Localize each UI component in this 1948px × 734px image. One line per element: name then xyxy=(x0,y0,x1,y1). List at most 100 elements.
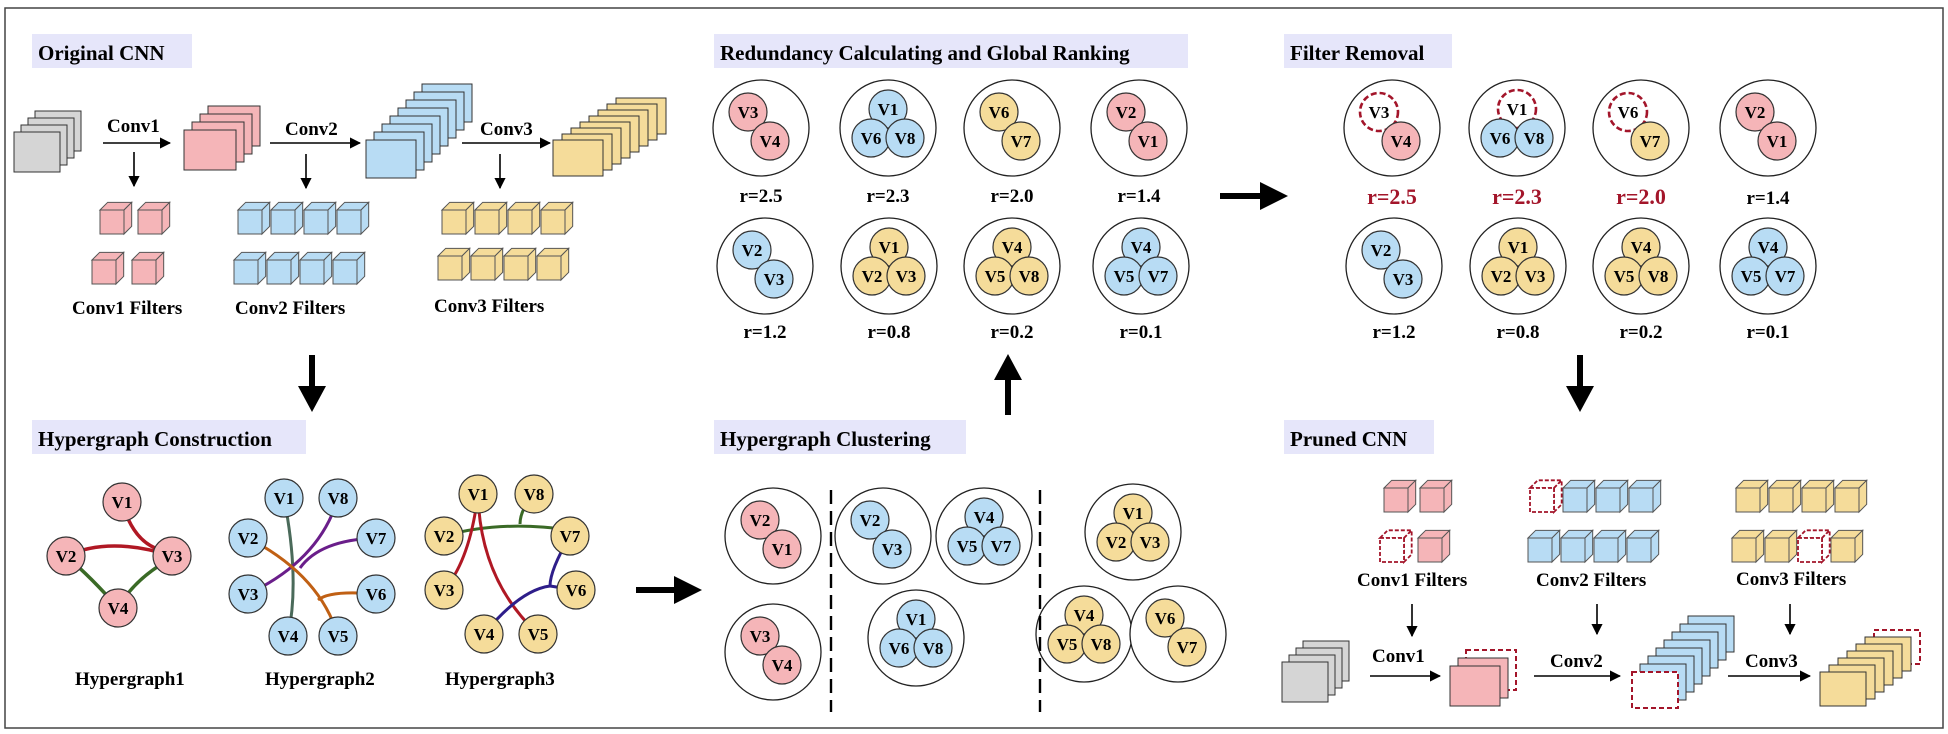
node-v5: V5 xyxy=(1104,256,1144,296)
pruned-conv1-filter-cube xyxy=(1416,529,1451,564)
conv2-filter-cube xyxy=(335,201,370,236)
node-label: V4 xyxy=(1758,238,1779,257)
node-v7: V7 xyxy=(1138,256,1178,296)
node-label: V4 xyxy=(278,627,299,646)
arrow-down-original-to-construction xyxy=(298,355,326,412)
node-label: V2 xyxy=(742,241,763,260)
input-feature-maps xyxy=(13,110,82,173)
removed-filter-cube xyxy=(1795,528,1832,565)
node-label: V4 xyxy=(108,599,129,618)
node-v5: V5 xyxy=(1047,624,1087,664)
node-label: V1 xyxy=(906,610,927,629)
pruned-conv2-filter-cube xyxy=(1526,529,1561,564)
hypergraph3-node-v8: V8 xyxy=(514,474,554,514)
node-v7: V7 xyxy=(1765,256,1805,296)
redundancy-score: r=0.1 xyxy=(1746,322,1789,343)
ranking-group: V4 V5 V7 xyxy=(1092,217,1190,315)
redundancy-score: r=0.2 xyxy=(1619,322,1662,343)
hypergraph3-node-v5: V5 xyxy=(518,614,558,654)
pruned-conv3-filter-cube xyxy=(1829,529,1864,564)
ranking-group: V4 V5 V8 xyxy=(963,217,1061,315)
node-label: V2 xyxy=(862,267,883,286)
node-label: V3 xyxy=(738,103,759,122)
node-label: V5 xyxy=(985,267,1006,286)
node-v5: V5 xyxy=(947,526,987,566)
node-v1: V1 xyxy=(1113,493,1153,533)
node-v3: V3 xyxy=(1515,256,1555,296)
cluster-group: V4 V5 V8 xyxy=(1035,585,1133,683)
node-label: V8 xyxy=(328,489,349,508)
cluster-group: V1 V2 V3 xyxy=(1084,483,1182,581)
svg-text:Hypergraph Construction: Hypergraph Construction xyxy=(38,427,272,451)
pruned-conv2-feature-maps xyxy=(1631,615,1735,709)
hypergraph3-node-v4: V4 xyxy=(464,614,504,654)
node-v4: V4 xyxy=(1621,227,1661,267)
hypergraph2-node-v1: V1 xyxy=(264,478,304,518)
hypergraph2: V1 V8 V2 V7 V3 V6 V4 V5 xyxy=(228,478,396,656)
node-label: V5 xyxy=(1114,267,1135,286)
node-label: V3 xyxy=(1140,533,1161,552)
node-label: V4 xyxy=(1391,132,1412,151)
hypergraph2-node-v3: V3 xyxy=(228,574,268,614)
arrow-right-ranking-to-removal xyxy=(1220,182,1288,210)
redundancy-score: r=2.5 xyxy=(739,186,782,207)
node-label: V1 xyxy=(1767,132,1788,151)
node-v7: V7 xyxy=(981,526,1021,566)
cluster-group: V4 V5 V7 xyxy=(935,487,1033,585)
pruned-conv1-filter-cube xyxy=(1382,479,1417,514)
cluster-group: V1 V6 V8 xyxy=(867,589,965,687)
node-v8: V8 xyxy=(1514,118,1554,158)
node-v3: V3 xyxy=(1130,522,1170,562)
node-label: V8 xyxy=(895,129,916,148)
node-v2: V2 xyxy=(1096,522,1136,562)
pruned-conv2-filter-cube xyxy=(1559,529,1594,564)
node-v2: V2 xyxy=(740,500,780,540)
node-v6: V6 xyxy=(1607,91,1649,133)
node-label: V1 xyxy=(112,493,133,512)
hypergraph3-node-v6: V6 xyxy=(556,570,596,610)
pruned-conv3-filter-cube xyxy=(1767,479,1802,514)
hypergraph1-label: Hypergraph1 xyxy=(75,669,185,690)
node-v1: V1 xyxy=(896,599,936,639)
node-label: V1 xyxy=(1138,132,1159,151)
pruned-redundancy-score: r=2.3 xyxy=(1492,184,1542,209)
hypergraph3-label: Hypergraph3 xyxy=(445,669,555,690)
conv2-filter-cube xyxy=(331,251,366,286)
redundancy-score: r=1.4 xyxy=(1746,188,1790,209)
pruned-conv3-filter-cube xyxy=(1734,479,1769,514)
original-cnn-pipeline xyxy=(13,83,667,286)
removed-filter-cube xyxy=(1377,528,1414,565)
node-label: V8 xyxy=(1019,267,1040,286)
node-v4: V4 xyxy=(762,645,802,685)
node-label: V1 xyxy=(274,489,295,508)
redundancy-score: r=0.8 xyxy=(867,322,910,343)
title-hypergraph-construction: Hypergraph Construction xyxy=(32,420,306,454)
node-v3: V3 xyxy=(886,256,926,296)
node-label: V1 xyxy=(1123,504,1144,523)
node-label: V4 xyxy=(772,656,793,675)
node-v8: V8 xyxy=(885,118,925,158)
hypergraph3-node-v3: V3 xyxy=(424,570,464,610)
pruned-conv1-label: Conv1 xyxy=(1372,646,1425,667)
node-v1: V1 xyxy=(868,89,908,129)
node-label: V5 xyxy=(1614,267,1635,286)
arrow-up-clustering-to-ranking xyxy=(994,354,1022,415)
pruned-conv1-filter-cube xyxy=(1418,479,1453,514)
node-v6: V6 xyxy=(979,92,1019,132)
node-v5: V5 xyxy=(975,256,1015,296)
node-label: V7 xyxy=(560,527,581,546)
node-label: V6 xyxy=(989,103,1010,122)
node-v3: V3 xyxy=(1358,91,1400,133)
node-label: V3 xyxy=(434,581,455,600)
svg-text:Hypergraph Clustering: Hypergraph Clustering xyxy=(720,427,931,451)
node-label: V6 xyxy=(1490,129,1511,148)
node-label: V2 xyxy=(1116,103,1137,122)
node-label: V1 xyxy=(878,100,899,119)
removal-group: V4 V5 V7 xyxy=(1719,217,1817,315)
node-v8: V8 xyxy=(913,628,953,668)
